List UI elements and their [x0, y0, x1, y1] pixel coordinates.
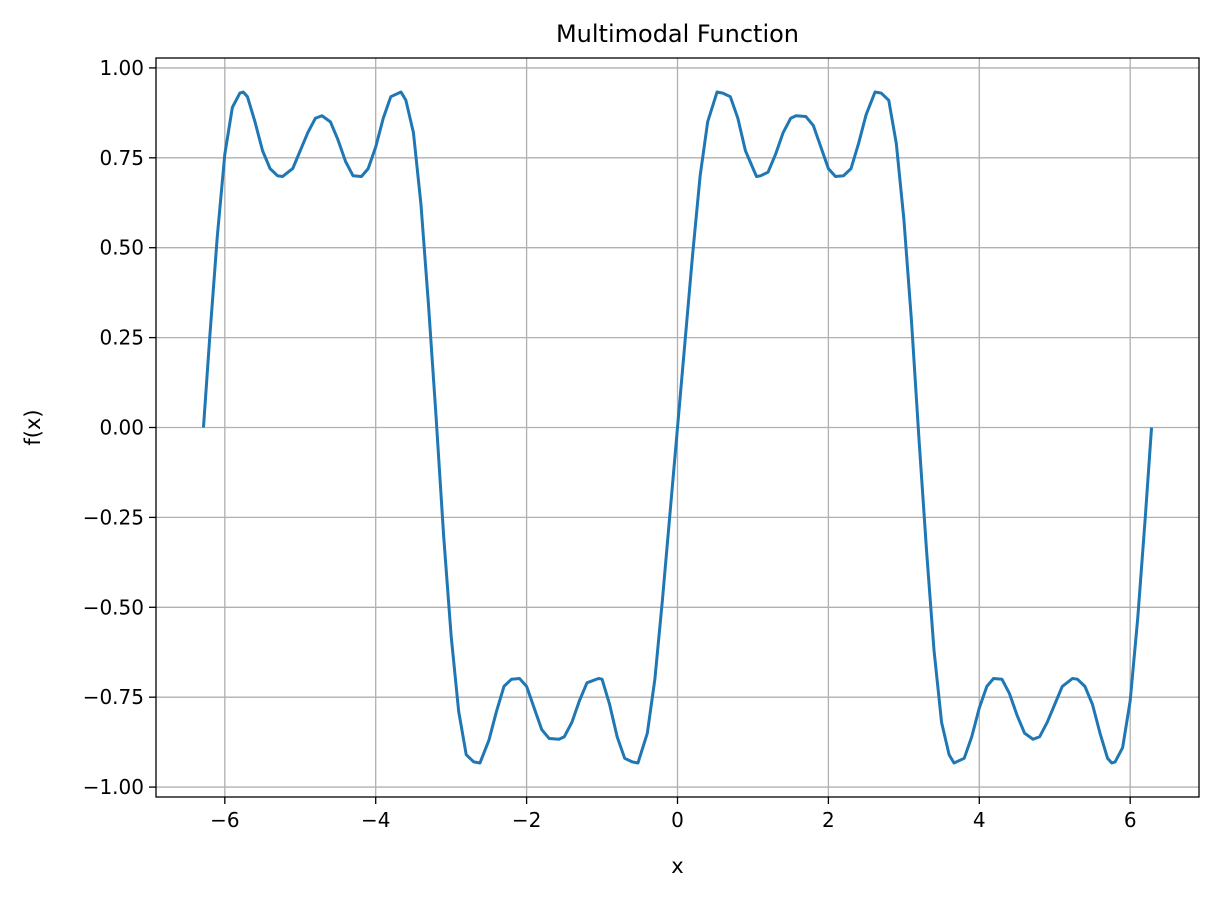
y-tick-label: −0.25 [83, 505, 144, 529]
x-tick-label: 0 [671, 808, 684, 832]
y-tick-label: −1.00 [83, 775, 144, 799]
x-axis-title: x [671, 854, 683, 878]
x-tick-label: −2 [512, 808, 541, 832]
x-tick-label: 4 [973, 808, 986, 832]
x-tick-label: −6 [210, 808, 239, 832]
grid [156, 58, 1199, 797]
series-line [201, 90, 1154, 765]
chart-title: Multimodal Function [556, 20, 799, 48]
x-tick-label: 6 [1124, 808, 1137, 832]
y-axis-title: f(x) [21, 409, 45, 445]
y-tick-label: −0.75 [83, 685, 144, 709]
ticks: −6 −4 −2 0 2 4 6 −1.00 −0.75 −0.50 −0.25 0.00 0.25 0.… [83, 56, 1137, 832]
x-tick-label: 2 [822, 808, 835, 832]
x-tick-label: −4 [361, 808, 390, 832]
y-tick-label: 1.00 [99, 56, 144, 80]
y-tick-label: 0.75 [99, 146, 144, 170]
y-tick-label: 0.25 [99, 326, 144, 350]
y-tick-label: −0.50 [83, 595, 144, 619]
y-tick-label: 0.00 [99, 416, 144, 440]
y-tick-label: 0.50 [99, 236, 144, 260]
series-layer [201, 90, 1154, 765]
